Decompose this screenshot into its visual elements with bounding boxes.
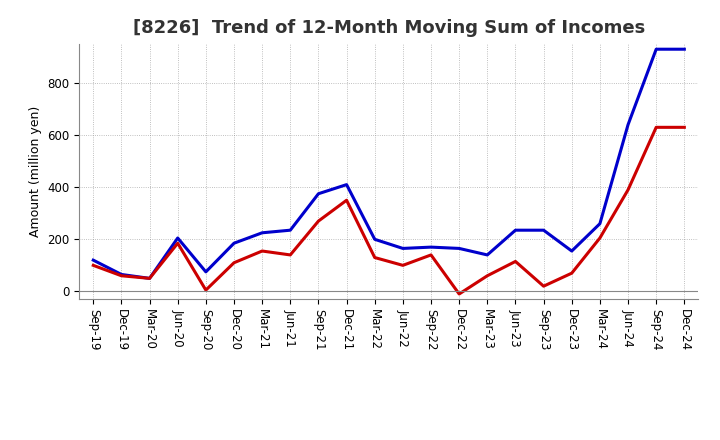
Net Income [145,276,154,281]
Ordinary Income [539,227,548,233]
Net Income [624,187,632,192]
Ordinary Income [145,276,154,281]
Net Income [539,283,548,289]
Net Income [567,271,576,276]
Title: [8226]  Trend of 12-Month Moving Sum of Incomes: [8226] Trend of 12-Month Moving Sum of I… [132,19,645,37]
Ordinary Income [511,227,520,233]
Net Income [652,125,660,130]
Ordinary Income [624,122,632,127]
Ordinary Income [174,235,182,241]
Net Income [117,273,126,279]
Legend: Ordinary Income, Net Income: Ordinary Income, Net Income [236,439,541,440]
Ordinary Income [567,249,576,254]
Ordinary Income [202,269,210,275]
Net Income [342,198,351,203]
Ordinary Income [455,246,464,251]
Net Income [483,273,492,279]
Ordinary Income [680,47,688,52]
Net Income [680,125,688,130]
Net Income [370,255,379,260]
Net Income [202,287,210,293]
Ordinary Income [399,246,408,251]
Net Income [399,263,408,268]
Net Income [595,235,604,241]
Ordinary Income [595,221,604,226]
Net Income [314,218,323,224]
Ordinary Income [230,241,238,246]
Ordinary Income [314,191,323,196]
Line: Net Income: Net Income [94,127,684,294]
Ordinary Income [89,257,98,263]
Ordinary Income [117,272,126,277]
Ordinary Income [370,237,379,242]
Ordinary Income [286,227,294,233]
Net Income [455,291,464,297]
Y-axis label: Amount (million yen): Amount (million yen) [29,106,42,237]
Ordinary Income [342,182,351,187]
Ordinary Income [652,47,660,52]
Net Income [89,263,98,268]
Ordinary Income [483,252,492,257]
Ordinary Income [258,230,266,235]
Net Income [511,259,520,264]
Line: Ordinary Income: Ordinary Income [94,49,684,279]
Ordinary Income [427,245,436,250]
Net Income [286,252,294,257]
Net Income [427,252,436,257]
Net Income [230,260,238,265]
Net Income [174,241,182,246]
Net Income [258,249,266,254]
